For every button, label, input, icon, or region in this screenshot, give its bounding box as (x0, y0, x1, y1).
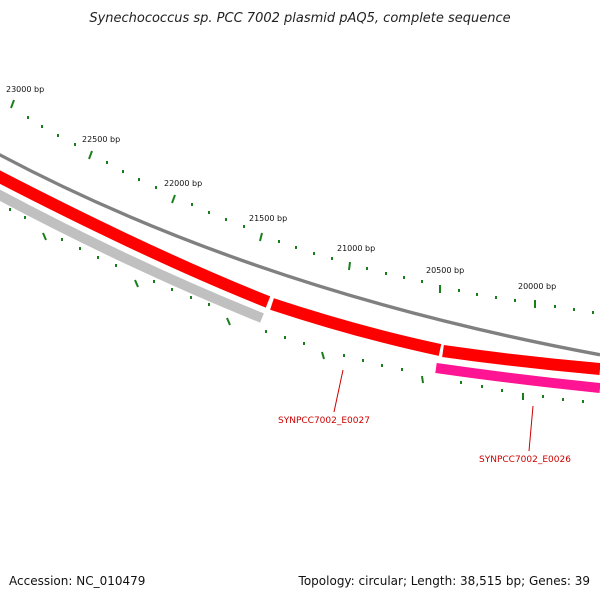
gene-label-leader-line (333, 369, 344, 413)
gene-feature-forward-2[interactable] (442, 345, 600, 375)
tick-label-20000: 20000 bp (518, 282, 556, 291)
tick-group: 23000 bp 22500 bp 22000 bp 21500 bp 2100… (6, 85, 594, 403)
tick-label-22500: 22500 bp (82, 135, 120, 144)
gene-label-SYNPCC7002_E0027[interactable]: SYNPCC7002_E0027 (278, 416, 370, 426)
tick-mark-major (88, 150, 93, 160)
tick-mark-major (259, 232, 263, 242)
tick-label-22000: 22000 bp (164, 179, 202, 188)
gene-feature-forward[interactable] (0, 170, 271, 308)
minor-ticks-inner (9, 208, 584, 403)
gene-label-leader-line (528, 405, 534, 452)
map-title: Synechococcus sp. PCC 7002 plasmid pAQ5,… (89, 11, 510, 26)
plasmid-backbone-outer (0, 153, 600, 357)
tick-label-23000: 23000 bp (6, 85, 44, 94)
gene-feature-SYNPCC7002_E0027[interactable] (270, 298, 442, 356)
gene-feature-SYNPCC7002_E0026[interactable] (435, 363, 600, 393)
accession-text: Accession: NC_010479 (9, 574, 146, 588)
gene-feature-reverse-grey[interactable] (0, 189, 264, 323)
tick-label-21500: 21500 bp (249, 214, 287, 223)
gene-label-SYNPCC7002_E0026[interactable]: SYNPCC7002_E0026 (479, 455, 571, 465)
tick-mark-major (171, 194, 176, 204)
plasmid-backbone-inner (0, 156, 600, 358)
minor-ticks-outer (27, 116, 594, 314)
tick-mark-major (10, 99, 15, 109)
summary-text: Topology: circular; Length: 38,515 bp; G… (298, 574, 590, 588)
tick-mark-major (348, 261, 351, 271)
tick-label-20500: 20500 bp (426, 266, 464, 275)
tick-label-21000: 21000 bp (337, 244, 375, 253)
